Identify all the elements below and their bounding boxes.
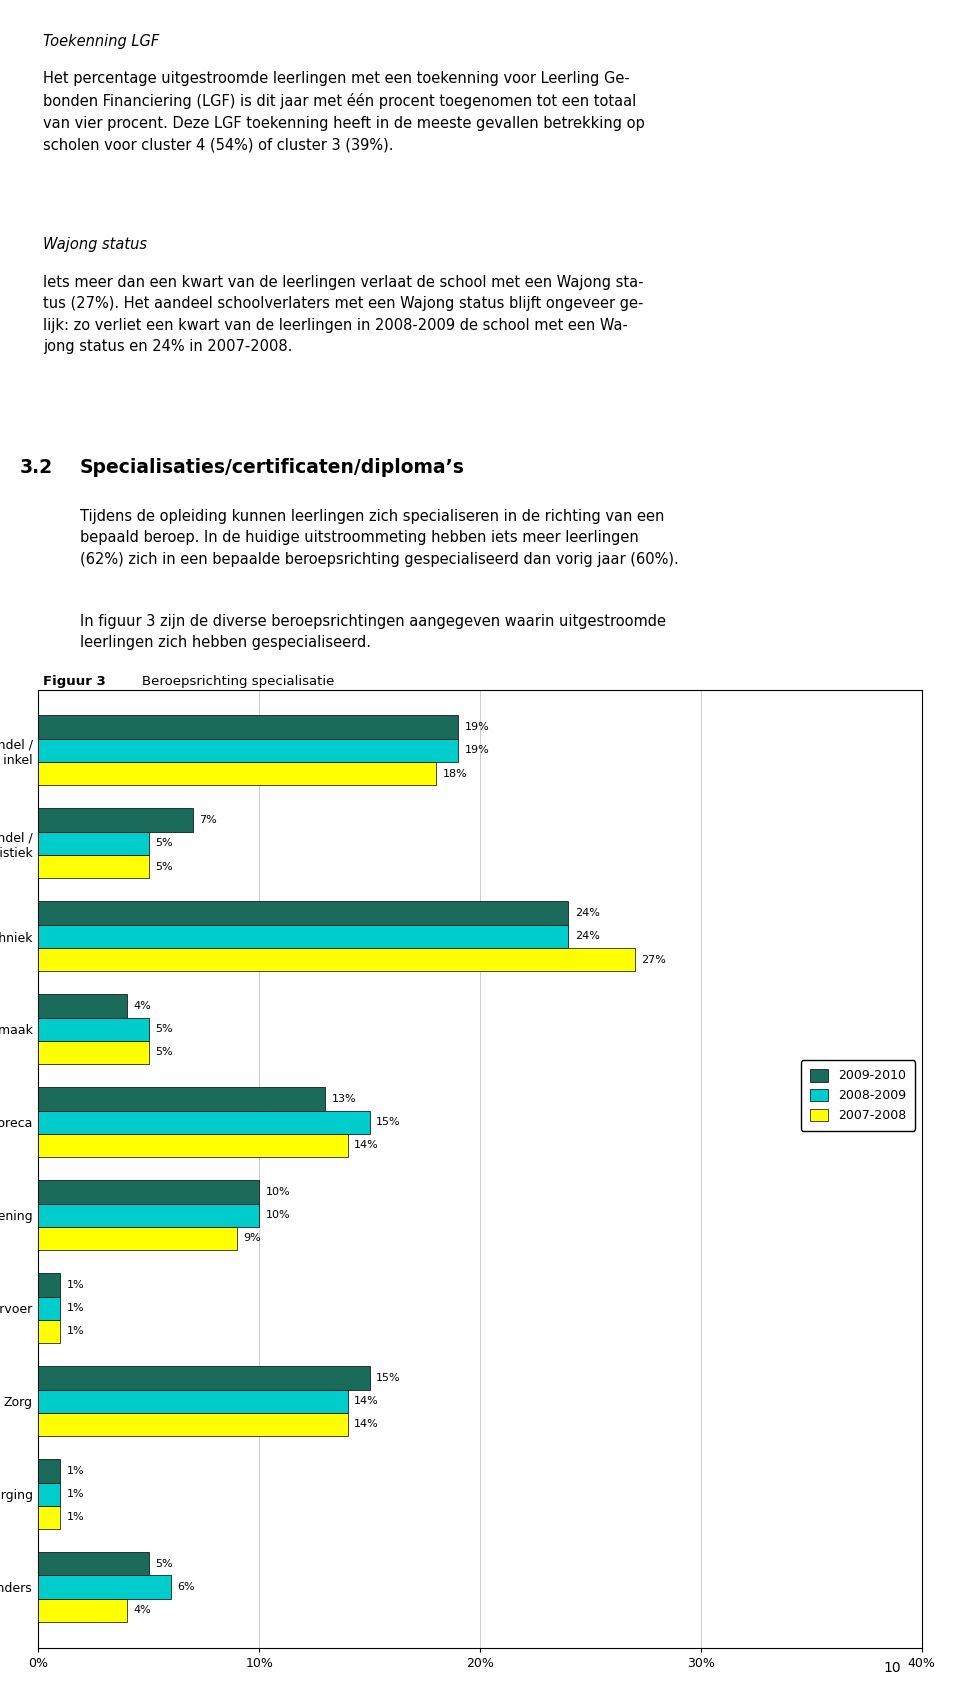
Bar — [38, 739, 458, 763]
Bar — [38, 1575, 171, 1598]
Text: Iets meer dan een kwart van de leerlingen verlaat de school met een Wajong sta-
: Iets meer dan een kwart van de leerlinge… — [43, 275, 644, 354]
Text: 19%: 19% — [465, 746, 490, 756]
Text: 4%: 4% — [133, 1002, 151, 1010]
Bar — [38, 1297, 60, 1320]
Text: 1%: 1% — [67, 1327, 84, 1336]
Text: Specialisaties/certificaten/diploma’s: Specialisaties/certificaten/diploma’s — [80, 458, 465, 476]
Bar — [38, 715, 458, 739]
Text: 15%: 15% — [376, 1373, 401, 1383]
Text: 27%: 27% — [641, 954, 666, 964]
Bar — [38, 854, 149, 878]
Text: Wajong status: Wajong status — [43, 237, 147, 253]
Text: 5%: 5% — [156, 839, 173, 848]
Text: 9%: 9% — [244, 1234, 261, 1244]
Bar — [38, 763, 436, 785]
Bar — [38, 1505, 60, 1529]
Text: 19%: 19% — [465, 722, 490, 732]
Bar — [38, 1180, 259, 1203]
Text: 10%: 10% — [266, 1186, 291, 1197]
Bar — [38, 1598, 127, 1622]
Text: Beroepsrichting specialisatie: Beroepsrichting specialisatie — [142, 675, 334, 688]
Text: 13%: 13% — [332, 1093, 357, 1103]
Text: 14%: 14% — [354, 1397, 379, 1407]
Text: 1%: 1% — [67, 1280, 84, 1290]
Text: 1%: 1% — [67, 1512, 84, 1522]
Bar — [38, 1483, 60, 1505]
Bar — [38, 995, 127, 1017]
Text: 4%: 4% — [133, 1605, 151, 1615]
Bar — [38, 948, 635, 971]
Bar — [38, 1412, 348, 1436]
Bar — [38, 1227, 237, 1249]
Bar — [38, 1088, 325, 1110]
Text: 5%: 5% — [156, 1024, 173, 1034]
Text: 5%: 5% — [156, 1048, 173, 1058]
Text: 3.2: 3.2 — [19, 458, 53, 476]
Text: 1%: 1% — [67, 1466, 84, 1476]
Text: 14%: 14% — [354, 1419, 379, 1429]
Text: 1%: 1% — [67, 1490, 84, 1498]
Bar — [38, 1273, 60, 1297]
Text: Tijdens de opleiding kunnen leerlingen zich specialiseren in de richting van een: Tijdens de opleiding kunnen leerlingen z… — [80, 508, 679, 566]
Bar — [38, 809, 193, 832]
Text: 10: 10 — [883, 1661, 900, 1675]
Bar — [38, 1017, 149, 1041]
Text: 18%: 18% — [443, 768, 468, 778]
Bar — [38, 1134, 348, 1158]
Text: 14%: 14% — [354, 1141, 379, 1151]
Text: 15%: 15% — [376, 1117, 401, 1127]
Text: 5%: 5% — [156, 861, 173, 871]
Bar — [38, 902, 568, 925]
Text: 10%: 10% — [266, 1210, 291, 1220]
Bar — [38, 1203, 259, 1227]
Text: In figuur 3 zijn de diverse beroepsrichtingen aangegeven waarin uitgestroomde
le: In figuur 3 zijn de diverse beroepsricht… — [80, 614, 665, 651]
Bar — [38, 1459, 60, 1483]
Bar — [38, 832, 149, 854]
Bar — [38, 1366, 370, 1390]
Text: 1%: 1% — [67, 1303, 84, 1314]
Bar — [38, 1320, 60, 1342]
Text: 24%: 24% — [575, 909, 600, 919]
Text: 5%: 5% — [156, 1559, 173, 1570]
Legend: 2009-2010, 2008-2009, 2007-2008: 2009-2010, 2008-2009, 2007-2008 — [801, 1059, 915, 1131]
Text: Figuur 3: Figuur 3 — [43, 675, 106, 688]
Text: 24%: 24% — [575, 931, 600, 941]
Text: 6%: 6% — [178, 1581, 195, 1592]
Bar — [38, 1553, 149, 1575]
Text: 7%: 7% — [200, 815, 217, 825]
Bar — [38, 925, 568, 948]
Bar — [38, 1041, 149, 1064]
Bar — [38, 1110, 370, 1134]
Text: Toekenning LGF: Toekenning LGF — [43, 34, 159, 49]
Text: Het percentage uitgestroomde leerlingen met een toekenning voor Leerling Ge-
bon: Het percentage uitgestroomde leerlingen … — [43, 71, 645, 153]
Bar — [38, 1390, 348, 1412]
